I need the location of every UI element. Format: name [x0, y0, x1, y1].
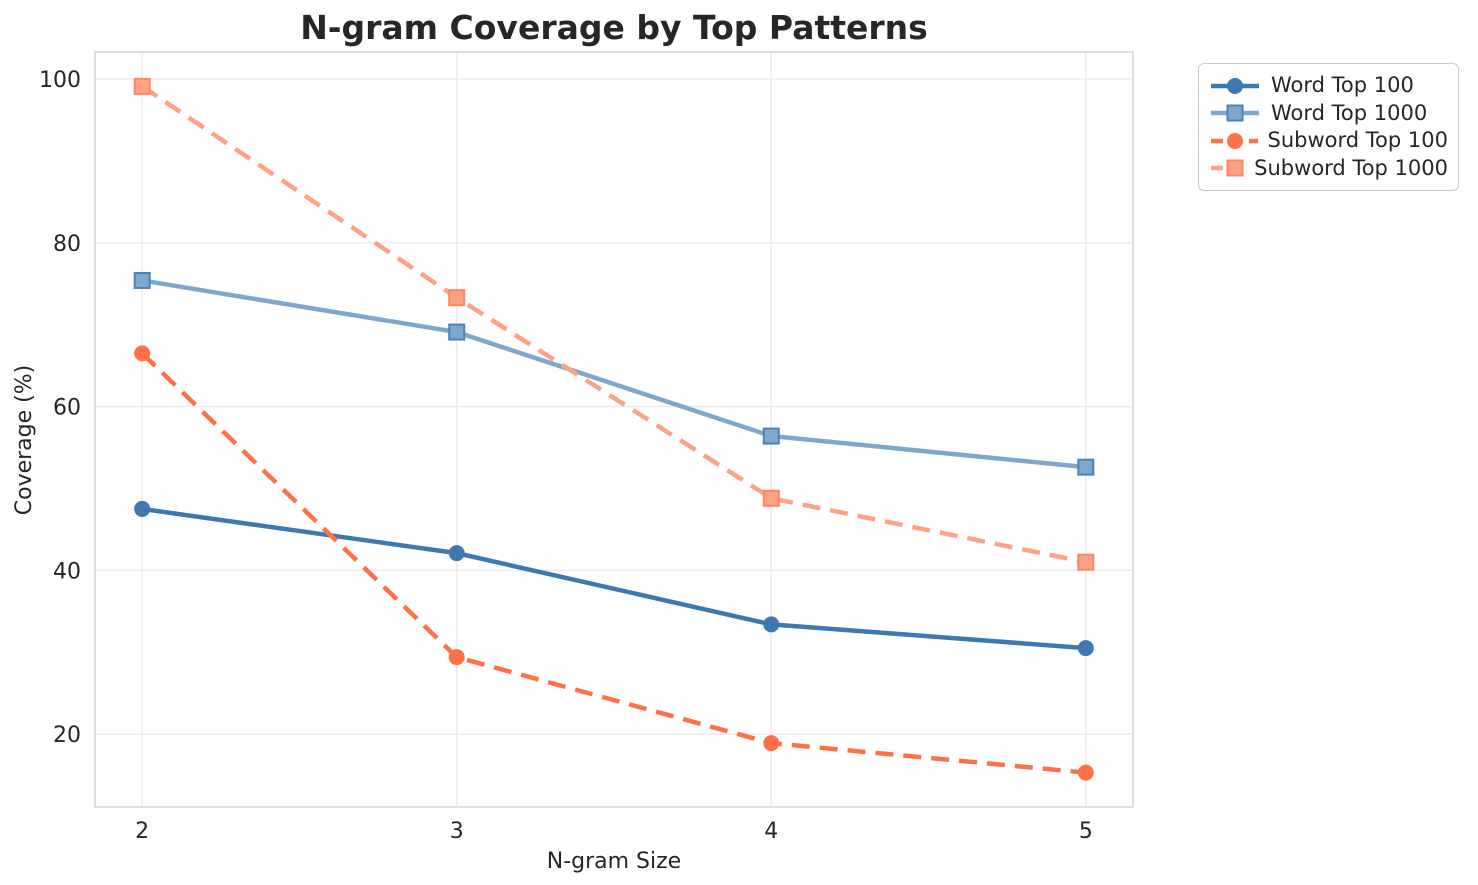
legend: Word Top 100 Word Top 1000 Subword Top 100… — [1198, 63, 1459, 191]
marker-subword-top-1000 — [1077, 553, 1095, 571]
marker-subword-top-1000 — [762, 489, 780, 507]
legend-swatch-word-top-1000 — [1211, 104, 1259, 122]
legend-marker — [1226, 104, 1244, 122]
series-line-subword-top-1000 — [140, 84, 1087, 565]
legend-swatch-word-top-100 — [1211, 77, 1259, 94]
gridlines — [95, 52, 1133, 807]
marker-subword-top-100 — [1077, 764, 1094, 781]
plot-border — [94, 51, 1134, 808]
marker-word-top-1000 — [448, 323, 466, 341]
x-tick-label: 2 — [135, 819, 149, 844]
y-axis-label: Coverage (%) — [12, 365, 37, 515]
series-line-subword-top-100 — [140, 351, 1087, 775]
marker-word-top-100 — [763, 616, 780, 633]
legend-item-word-top-100: Word Top 100 — [1209, 72, 1448, 99]
marker-word-top-100 — [448, 545, 465, 562]
y-tick-label: 100 — [39, 68, 81, 93]
legend-label: Subword Top 100 — [1267, 128, 1448, 153]
marker-word-top-100 — [134, 500, 151, 517]
x-tick-label: 3 — [450, 819, 464, 844]
legend-label: Subword Top 1000 — [1254, 155, 1448, 180]
data-series — [133, 77, 1095, 781]
legend-marker — [1226, 159, 1244, 177]
series-line-word-top-100 — [141, 506, 1086, 651]
marker-subword-top-100 — [763, 735, 780, 752]
chart-title: N-gram Coverage by Top Patterns — [300, 8, 928, 47]
series-line-word-top-1000 — [141, 278, 1087, 470]
legend-item-word-top-1000: Word Top 1000 — [1209, 100, 1448, 127]
legend-item-subword-top-100: Subword Top 100 — [1209, 127, 1448, 154]
marker-subword-top-1000 — [448, 289, 466, 307]
x-tick-label: 4 — [764, 819, 778, 844]
x-axis-label: N-gram Size — [547, 849, 681, 874]
y-tick-label: 60 — [53, 396, 81, 421]
x-tick-label: 5 — [1079, 819, 1093, 844]
legend-marker — [1227, 132, 1243, 149]
marker-word-top-1000 — [762, 427, 780, 445]
legend-label: Word Top 100 — [1271, 73, 1414, 97]
legend-marker — [1227, 77, 1243, 94]
marker-word-top-100 — [1077, 640, 1094, 657]
marker-word-top-1000 — [1077, 458, 1095, 476]
y-tick-label: 20 — [53, 723, 81, 748]
marker-subword-top-100 — [448, 649, 465, 666]
marker-word-top-1000 — [133, 271, 151, 289]
legend-item-subword-top-1000: Subword Top 1000 — [1209, 155, 1448, 182]
legend-label: Word Top 1000 — [1271, 100, 1428, 125]
tick-labels: 20 40 60 80 100 2 3 4 5 — [39, 68, 1093, 844]
legend-swatch-subword-top-100 — [1211, 132, 1258, 149]
plot-area — [95, 52, 1133, 807]
marker-subword-top-100 — [134, 345, 151, 362]
marker-subword-top-1000 — [133, 77, 151, 95]
y-tick-label: 80 — [53, 232, 81, 257]
y-tick-label: 40 — [53, 559, 81, 584]
legend-swatch-subword-top-1000 — [1211, 159, 1245, 177]
